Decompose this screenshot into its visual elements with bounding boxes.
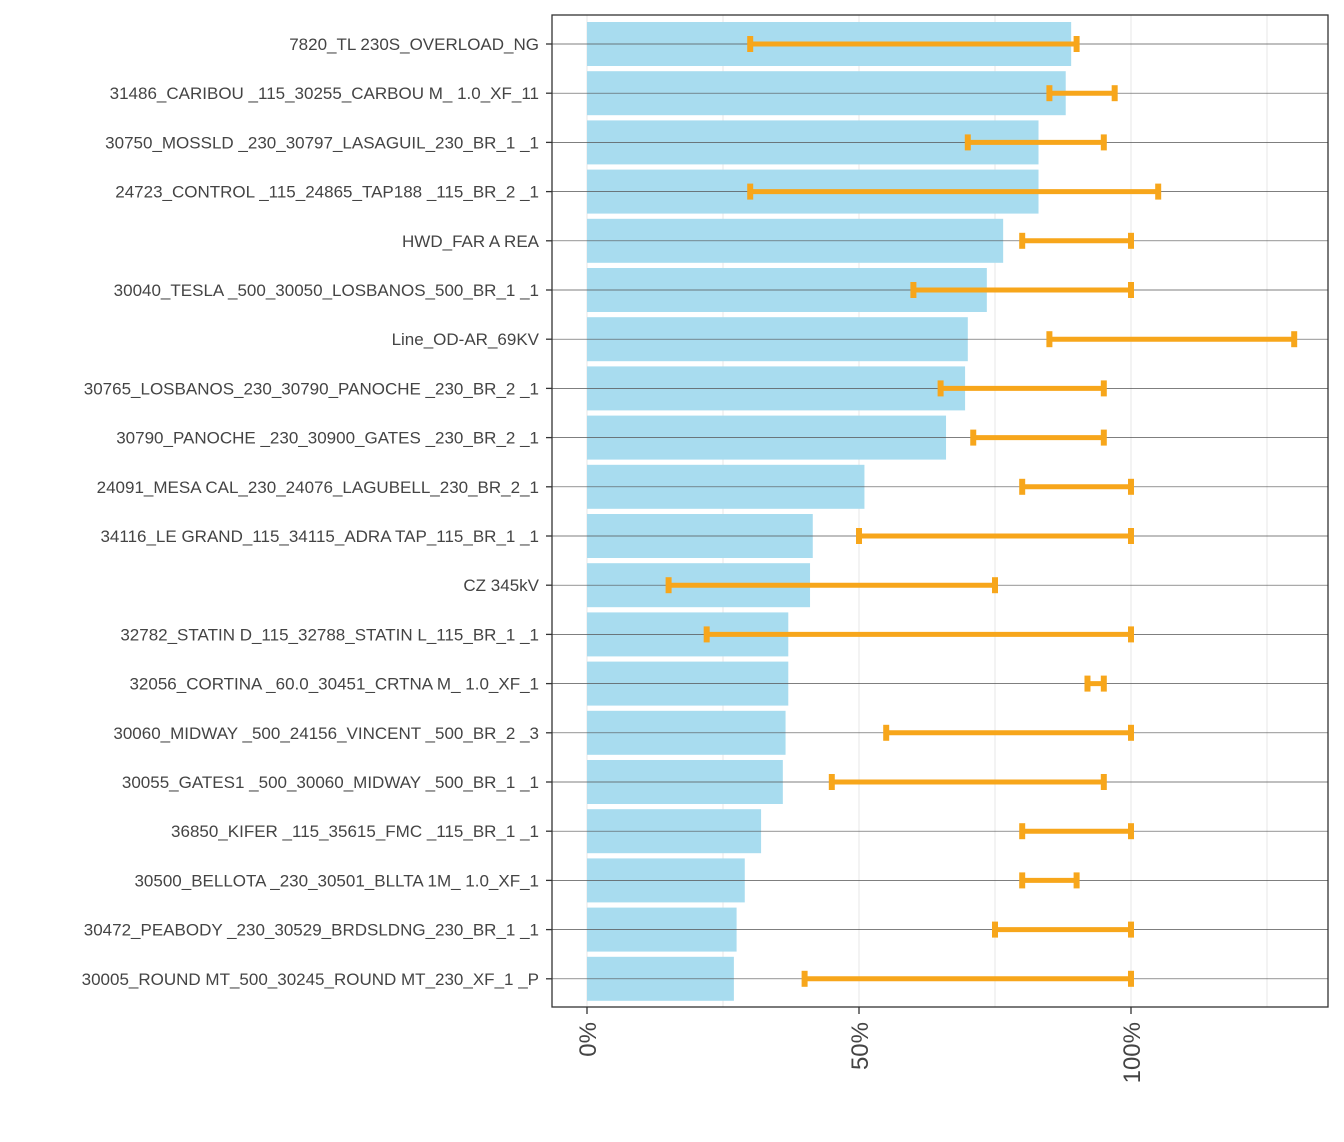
category-label: Line_OD-AR_69KV [392, 330, 540, 349]
panel-border [551, 14, 1329, 1008]
category-label: HWD_FAR A REA [402, 232, 540, 251]
category-label: 7820_TL 230S_OVERLOAD_NG [289, 35, 539, 54]
error-bar [1084, 675, 1107, 692]
category-label: 30790_PANOCHE _230_30900_GATES _230_BR_2… [116, 429, 539, 448]
error-bar [747, 36, 1080, 52]
error-bar [883, 724, 1134, 741]
error-bar [747, 183, 1162, 200]
category-label: 30060_MIDWAY _500_24156_VINCENT _500_BR_… [113, 724, 539, 743]
error-bar [1019, 823, 1134, 840]
category-label: 24723_CONTROL _115_24865_TAP188 _115_BR_… [115, 183, 539, 202]
x-tick-label: 50% [847, 1022, 874, 1070]
error-bar [856, 528, 1134, 544]
category-axis: 7820_TL 230S_OVERLOAD_NG 31486_CARIBOU _1… [82, 35, 552, 989]
error-bar [910, 282, 1134, 298]
error-bars [665, 36, 1298, 987]
error-bar [703, 626, 1134, 643]
error-bar [937, 380, 1107, 397]
error-bar [1046, 331, 1298, 348]
error-bar [1019, 872, 1080, 889]
error-bar [992, 921, 1134, 938]
category-label: 30040_TESLA _500_30050_LOSBANOS_500_BR_1… [114, 281, 539, 300]
category-label: 34116_LE GRAND_115_34115_ADRA TAP_115_BR… [100, 527, 539, 546]
category-label: CZ 345kV [463, 576, 539, 595]
error-bar [665, 577, 998, 594]
category-label: 31486_CARIBOU _115_30255_CARBOU M_ 1.0_X… [110, 84, 539, 103]
error-bar [964, 134, 1107, 151]
category-label: 32782_STATIN D_115_32788_STATIN L_115_BR… [120, 625, 539, 644]
error-bar [801, 970, 1134, 987]
category-label: 30765_LOSBANOS_230_30790_PANOCHE _230_BR… [84, 379, 539, 398]
category-label: 30500_BELLOTA _230_30501_BLLTA 1M_ 1.0_X… [134, 871, 539, 890]
error-bar [828, 774, 1107, 790]
category-label: 30055_GATES1 _500_30060_MIDWAY _500_BR_1… [122, 773, 539, 792]
category-label: 36850_KIFER _115_35615_FMC _115_BR_1 _1 [171, 822, 539, 841]
category-label: 30472_PEABODY _230_30529_BRDSLDNG_230_BR… [84, 921, 539, 940]
error-bar [970, 429, 1107, 446]
category-label: 24091_MESA CAL_230_24076_LAGUBELL_230_BR… [97, 478, 539, 497]
error-bar [1019, 232, 1134, 249]
category-label: 32056_CORTINA _60.0_30451_CRTNA M_ 1.0_X… [129, 675, 539, 694]
x-tick-label: 100% [1119, 1022, 1146, 1083]
category-label: 30005_ROUND MT_500_30245_ROUND MT_230_XF… [82, 970, 539, 989]
value-axis: 0% 50% 100% [575, 1007, 1146, 1083]
error-bar [1019, 478, 1134, 495]
error-bar [1046, 85, 1118, 102]
category-label: 30750_MOSSLD _230_30797_LASAGUIL_230_BR_… [105, 133, 539, 152]
x-tick-label: 0% [575, 1022, 602, 1057]
